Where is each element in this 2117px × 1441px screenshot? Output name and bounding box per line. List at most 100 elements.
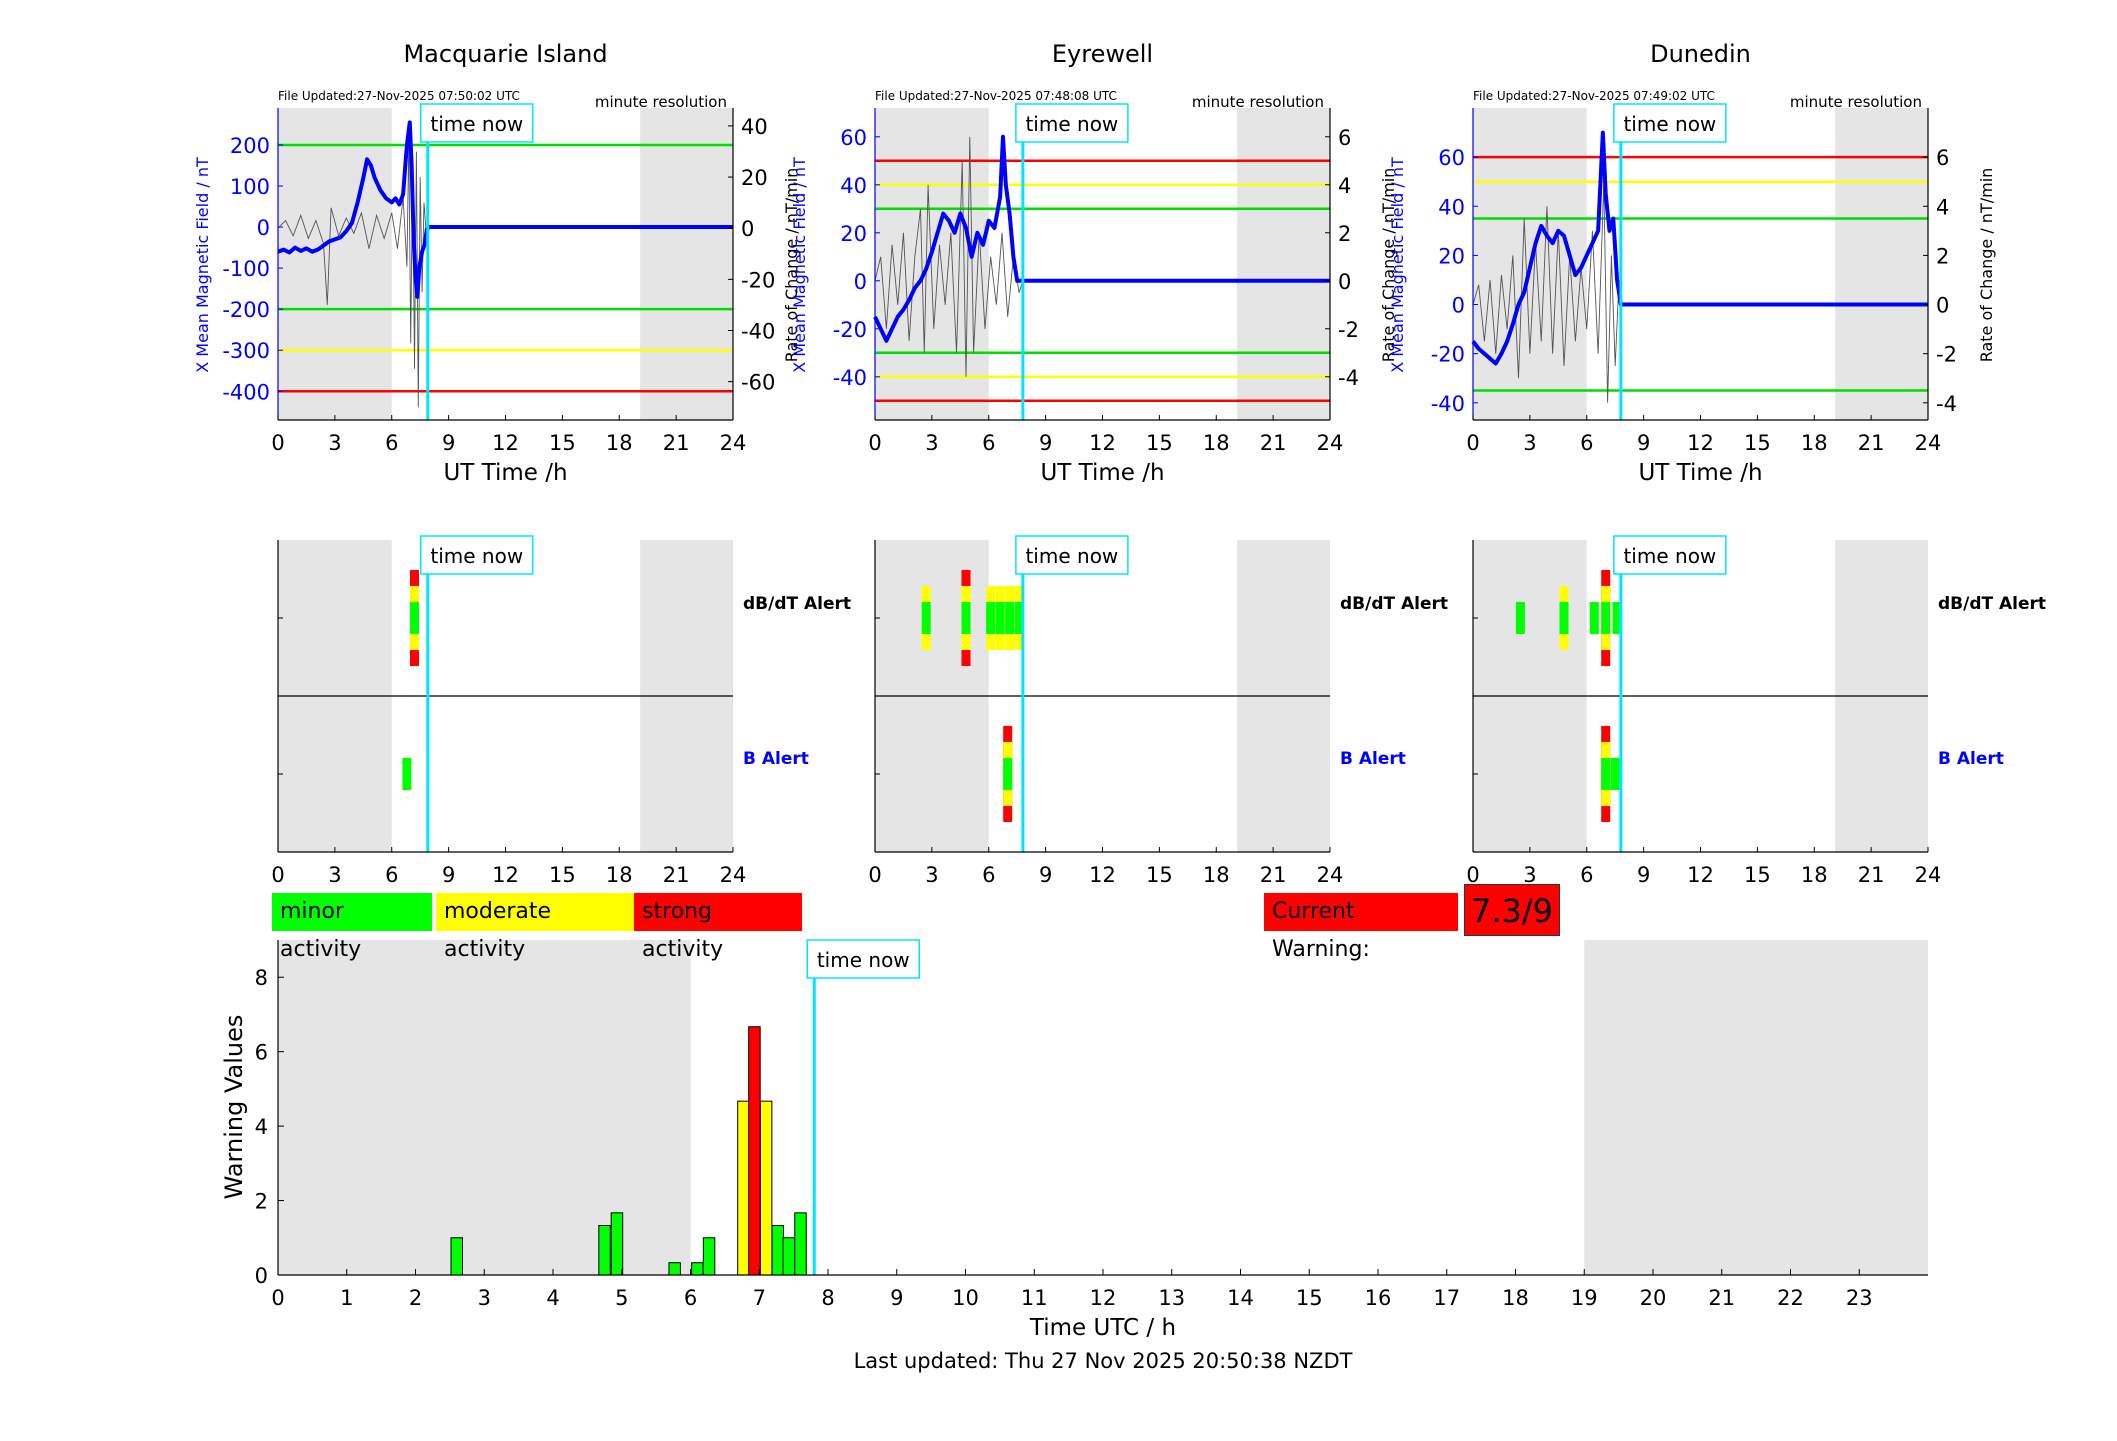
left-tick-label: 60 <box>840 126 867 150</box>
alert-x-tick-label: 21 <box>663 863 690 887</box>
x-tick-label: 0 <box>271 431 284 455</box>
warning-x-tick-label: 6 <box>684 1286 697 1310</box>
night-shading <box>1237 108 1330 420</box>
b-alert-label: B Alert <box>1938 749 2004 769</box>
x-mean-field-trace <box>873 134 1330 343</box>
warning-x-tick-label: 4 <box>546 1286 559 1310</box>
warning-x-tick-label: 19 <box>1571 1286 1598 1310</box>
alert-x-tick-label: 18 <box>1801 863 1828 887</box>
right-tick-label: 20 <box>741 166 768 190</box>
b-alert-mark-minor <box>402 758 412 790</box>
b-alert-mark-minor <box>1003 758 1013 790</box>
warning-x-tick-label: 10 <box>952 1286 979 1310</box>
x-tick-label: 9 <box>442 431 455 455</box>
x-tick-label: 9 <box>1637 431 1650 455</box>
right-tick-label: -2 <box>1936 343 1957 367</box>
warning-x-tick-label: 2 <box>409 1286 422 1310</box>
dbdt-alert-mark-minor <box>995 602 1005 634</box>
x-tick-label: 21 <box>1260 431 1287 455</box>
x-tick-label: 24 <box>1317 431 1344 455</box>
right-axis-label: Rate of Change / nT/min <box>1977 168 1996 363</box>
x-tick-label: 3 <box>925 431 938 455</box>
left-tick-label: 200 <box>230 134 270 158</box>
x-tick-label: 15 <box>549 431 576 455</box>
last-updated-label: Last updated: Thu 27 Nov 2025 20:50:38 N… <box>854 1349 1353 1373</box>
x-tick-label: 12 <box>1089 431 1116 455</box>
warning-x-tick-label: 17 <box>1433 1286 1460 1310</box>
dbdt-alert-label: dB/dT Alert <box>743 594 851 614</box>
dbdt-alert-mark-minor <box>1014 602 1024 634</box>
alert-x-tick-label: 24 <box>720 863 747 887</box>
right-tick-label: -40 <box>741 319 775 343</box>
right-tick-label: 6 <box>1338 126 1351 150</box>
alert-x-tick-label: 18 <box>606 863 633 887</box>
legend-moderate-activity: moderate activity <box>436 893 634 962</box>
warning-y-tick-label: 6 <box>255 1041 268 1065</box>
b-alert-mark-minor <box>1601 758 1611 790</box>
right-tick-label: -4 <box>1936 392 1957 416</box>
alert-x-tick-label: 24 <box>1915 863 1942 887</box>
alert-x-tick-label: 9 <box>1637 863 1650 887</box>
x-tick-label: 18 <box>606 431 633 455</box>
warning-x-tick-label: 12 <box>1090 1286 1117 1310</box>
left-axis-label: X Mean Magnetic Field / nT <box>790 157 809 373</box>
time-now-label: time now <box>1025 112 1118 136</box>
right-tick-label: -20 <box>741 268 775 292</box>
file-updated-label: File Updated:27-Nov-2025 07:50:02 UTC <box>278 89 520 103</box>
alert-x-tick-label: 18 <box>1203 863 1230 887</box>
warning-bar <box>737 1100 750 1276</box>
file-updated-label: File Updated:27-Nov-2025 07:49:02 UTC <box>1473 89 1715 103</box>
left-axis-label: X Mean Magnetic Field / nT <box>1388 157 1407 373</box>
night-shading <box>1835 108 1928 420</box>
warning-y-tick-label: 0 <box>255 1264 268 1288</box>
left-tick-label: 0 <box>1452 294 1465 318</box>
warning-bar <box>782 1237 796 1276</box>
alert-x-tick-label: 15 <box>549 863 576 887</box>
warning-x-tick-label: 18 <box>1502 1286 1529 1310</box>
left-tick-label: -40 <box>1431 392 1465 416</box>
warning-x-tick-label: 8 <box>821 1286 834 1310</box>
alert-x-tick-label: 6 <box>385 863 398 887</box>
alert-time-now-box <box>1613 535 1727 575</box>
warning-time-now-label: time now <box>817 948 910 972</box>
right-tick-label: 2 <box>1936 244 1949 268</box>
b-alert-label: B Alert <box>1340 749 1406 769</box>
alert-x-tick-label: 9 <box>442 863 455 887</box>
x-tick-label: 3 <box>328 431 341 455</box>
legend-strong-activity: strong activity <box>634 893 802 962</box>
warning-x-tick-label: 0 <box>271 1286 284 1310</box>
warning-x-tick-label: 9 <box>890 1286 903 1310</box>
warning-night-shading <box>278 940 691 1275</box>
left-tick-label: -400 <box>222 380 270 404</box>
dbdt-alert-mark-minor <box>410 602 419 634</box>
x-tick-label: 18 <box>1801 431 1828 455</box>
left-tick-label: 40 <box>1438 195 1465 219</box>
x-tick-label: 6 <box>982 431 995 455</box>
time-now-box <box>420 103 534 143</box>
alert-x-tick-label: 12 <box>492 863 519 887</box>
right-tick-label: 0 <box>1338 270 1351 294</box>
right-tick-label: 0 <box>741 217 754 241</box>
dbdt-alert-mark-minor <box>1559 602 1569 634</box>
time-now-box <box>1613 103 1727 143</box>
rate-of-change-trace <box>874 136 1024 377</box>
alert-time-now-label: time now <box>1025 544 1118 568</box>
x-tick-label: 21 <box>663 431 690 455</box>
time-now-label: time now <box>1623 112 1716 136</box>
night-shading <box>278 108 392 420</box>
warning-bar <box>691 1262 704 1276</box>
x-tick-label: 24 <box>720 431 747 455</box>
alert-time-now-label: time now <box>1623 544 1716 568</box>
right-tick-label: 2 <box>1338 222 1351 246</box>
warning-y-tick-label: 2 <box>255 1190 268 1214</box>
warning-bar <box>702 1237 716 1276</box>
warning-x-tick-label: 13 <box>1158 1286 1185 1310</box>
night-shading <box>640 108 733 420</box>
alert-x-tick-label: 15 <box>1146 863 1173 887</box>
right-axis-label: Rate of Change / nT/min <box>782 168 801 363</box>
left-tick-label: 0 <box>257 216 270 240</box>
warning-x-tick-label: 3 <box>478 1286 491 1310</box>
warning-x-tick-label: 5 <box>615 1286 628 1310</box>
left-tick-label: -20 <box>1431 343 1465 367</box>
